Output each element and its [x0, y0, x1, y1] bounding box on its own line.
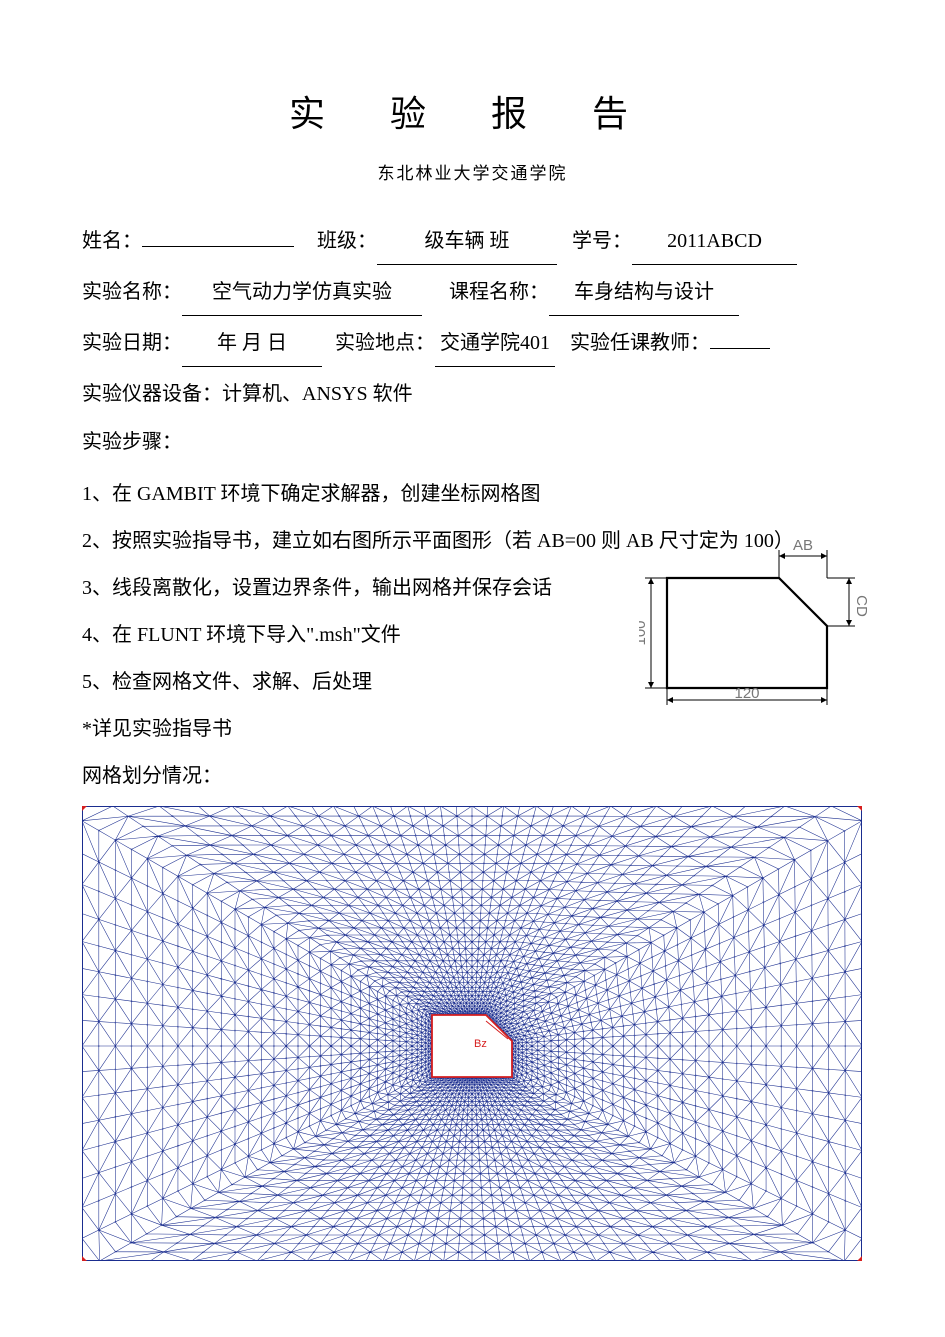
svg-text:CD: CD	[853, 595, 869, 617]
form-line-3: 实验日期：年 月 日 实验地点：交通学院401 实验任课教师：	[82, 320, 863, 367]
name-value	[142, 227, 294, 247]
teacher-value	[710, 329, 770, 349]
date-value: 年 月 日	[182, 320, 322, 367]
mesh-label: 网格划分情况：	[82, 753, 863, 800]
steps-note: *详见实验指导书	[82, 706, 863, 753]
mesh-figure: Bz	[82, 806, 862, 1261]
class-label: 班级：	[317, 230, 377, 252]
step-1: 1、在 GAMBIT 环境下确定求解器，创建坐标网格图	[82, 471, 863, 518]
class-value: 级车辆 班	[377, 218, 557, 265]
form-line-2: 实验名称：空气动力学仿真实验 课程名称：车身结构与设计	[82, 269, 863, 316]
name-label: 姓名：	[82, 230, 142, 252]
date-label: 实验日期：	[82, 332, 182, 354]
svg-text:120: 120	[734, 685, 759, 702]
id-value: 2011ABCD	[632, 218, 797, 265]
teacher-label: 实验任课教师：	[570, 332, 710, 354]
svg-text:100: 100	[639, 620, 649, 645]
steps-header: 实验步骤：	[82, 419, 863, 465]
page-subtitle: 东北林业大学交通学院	[82, 159, 863, 184]
id-label: 学号：	[572, 230, 632, 252]
equipment-line: 实验仪器设备：计算机、ANSYS 软件	[82, 371, 863, 417]
svg-text:Bz: Bz	[474, 1038, 487, 1050]
exp-name-value: 空气动力学仿真实验	[182, 269, 422, 316]
form-line-1: 姓名： 班级：级车辆 班 学号：2011ABCD	[82, 218, 863, 265]
place-label: 实验地点：	[335, 332, 435, 354]
page-title: 实 验 报 告	[82, 85, 863, 137]
exp-name-label: 实验名称：	[82, 281, 182, 303]
svg-text:AB: AB	[793, 537, 813, 554]
dimension-diagram: AB CD 100 120	[639, 530, 869, 705]
course-label: 课程名称：	[449, 281, 549, 303]
place-value: 交通学院401	[435, 320, 555, 367]
course-value: 车身结构与设计	[549, 269, 739, 316]
